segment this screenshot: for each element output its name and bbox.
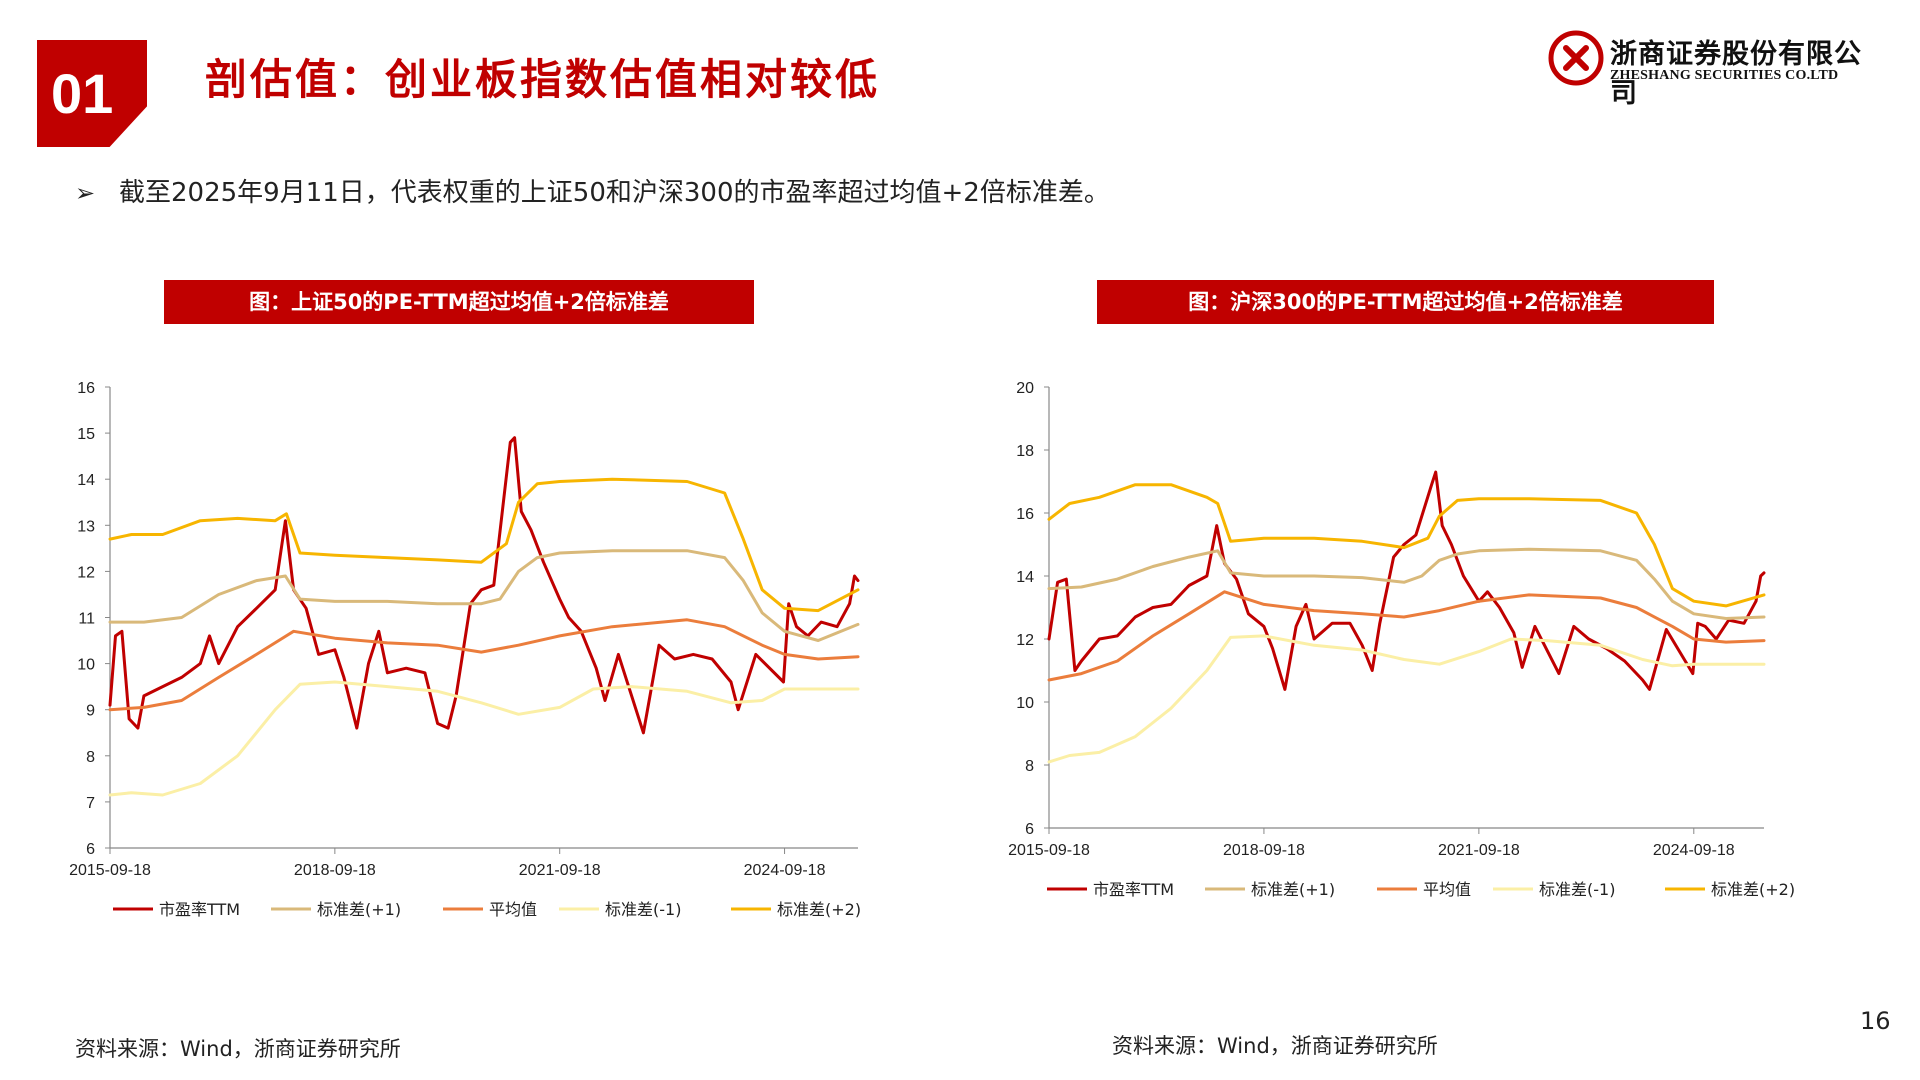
- chart2-y-tick-label: 12: [1016, 632, 1034, 649]
- chart1-legend-label: 标准差(-1): [605, 900, 681, 919]
- chart2-series-4-line: [1047, 634, 1766, 764]
- chart2-title-bar: 图：沪深300的PE-TTM超过均值+2倍标准差: [1097, 280, 1714, 324]
- chart1-title-bar: 图：上证50的PE-TTM超过均值+2倍标准差: [164, 280, 754, 324]
- chart1-y-tick-label: 7: [86, 795, 95, 812]
- chart1-y-tick-label: 11: [78, 611, 95, 628]
- chart1-x-tick-label: 2021-09-18: [519, 862, 601, 879]
- page-title: 剖估值：创业板指数估值相对较低: [205, 55, 881, 104]
- bullet-point: ➢ 截至2025年9月11日，代表权重的上证50和沪深300的市盈率超过均值+2倍…: [75, 172, 1110, 209]
- chart1-y-tick-label: 9: [86, 703, 95, 720]
- chart1-y-tick-label: 13: [77, 518, 95, 535]
- chart2-legend-label: 平均值: [1423, 880, 1471, 899]
- chart1-series-3-line: [108, 618, 860, 712]
- chart2-series-5-line: [1047, 483, 1766, 608]
- chart2-legend-label: 标准差(-1): [1539, 880, 1615, 899]
- source-note-left: 资料来源：Wind，浙商证券研究所: [75, 1037, 401, 1061]
- chart2-y-tick-label: 14: [1016, 569, 1034, 586]
- chart1-legend-label: 标准差(+1): [317, 900, 401, 919]
- chart2-legend-label: 标准差(+2): [1711, 880, 1795, 899]
- source-note-right: 资料来源：Wind，浙商证券研究所: [1112, 1034, 1438, 1058]
- chart1-series-1-line: [108, 436, 860, 735]
- bullet-text: 截至2025年9月11日，代表权重的上证50和沪深300的市盈率超过均值+2倍标…: [119, 178, 1110, 208]
- chart2-legend-label: 标准差(+1): [1251, 880, 1335, 899]
- chart2-x-tick-label: 2015-09-18: [1008, 842, 1090, 859]
- section-number: 01: [37, 40, 147, 147]
- chart1-series-2-line: [108, 549, 860, 642]
- chart1-legend-label: 平均值: [489, 900, 537, 919]
- logo-name-cn: 浙商证券股份有限公司: [1610, 39, 1862, 109]
- chart1-y-tick-label: 10: [77, 657, 95, 674]
- chart1-y-tick-label: 15: [77, 426, 95, 443]
- chart2-series-1-line: [1047, 470, 1766, 691]
- chart1-x-tick-label: 2018-09-18: [294, 862, 376, 879]
- chart2-y-tick-label: 10: [1016, 695, 1034, 712]
- chart1-y-tick-label: 14: [77, 472, 95, 489]
- chart1-series-4-line: [108, 680, 860, 797]
- page-number: 16: [1860, 1007, 1891, 1035]
- chart1-legend-label: 标准差(+2): [777, 900, 861, 919]
- chart1-legend-label: 市盈率TTM: [159, 900, 240, 919]
- chart1-y-tick-label: 6: [86, 841, 95, 858]
- chart2-y-tick-label: 6: [1025, 821, 1034, 838]
- chart1-series-5-line: [108, 477, 860, 613]
- chart2-y-tick-label: 16: [1016, 506, 1034, 523]
- chart1-y-tick-label: 12: [77, 564, 95, 581]
- logo-mark-icon: [1548, 30, 1604, 86]
- chart2-series-3-line: [1047, 590, 1766, 682]
- chart1-y-tick-label: 8: [86, 749, 95, 766]
- company-logo: 浙商证券股份有限公司 ZHESHANG SECURITIES CO.LTD: [1548, 30, 1888, 109]
- chart1-x-tick-label: 2015-09-18: [69, 862, 151, 879]
- logo-name-en: ZHESHANG SECURITIES CO.LTD: [1610, 68, 1839, 83]
- chart2-y-tick-label: 18: [1016, 443, 1034, 460]
- chart2-y-tick-label: 8: [1025, 758, 1034, 775]
- chart1-x-tick-label: 2024-09-18: [744, 862, 826, 879]
- chart2-legend-label: 市盈率TTM: [1093, 880, 1174, 899]
- chart1-y-tick-label: 16: [77, 380, 95, 397]
- chart2-x-tick-label: 2021-09-18: [1438, 842, 1520, 859]
- chart2-y-tick-label: 20: [1016, 380, 1034, 397]
- chart2-series-2-line: [1047, 547, 1766, 620]
- chart2-x-tick-label: 2024-09-18: [1653, 842, 1735, 859]
- bullet-arrow-icon: ➢: [75, 179, 96, 207]
- chart2-x-tick-label: 2018-09-18: [1223, 842, 1305, 859]
